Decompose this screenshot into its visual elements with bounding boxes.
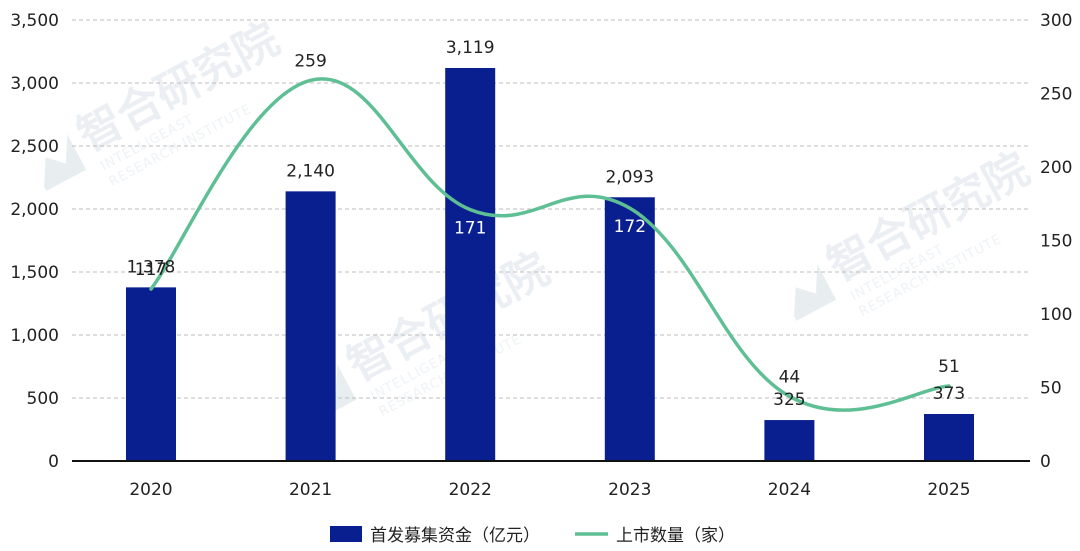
y-left-tick-label: 0 — [48, 452, 59, 472]
x-tick-label: 2024 — [768, 480, 811, 500]
y-left-tick-label: 2,500 — [10, 137, 59, 157]
y-left-tick-label: 1,500 — [10, 263, 59, 283]
bar-value-label: 1,378 — [127, 257, 176, 277]
y-right-tick-label: 200 — [1040, 158, 1072, 178]
y-right-tick-label: 0 — [1040, 452, 1051, 472]
y-right-tick-label: 300 — [1040, 11, 1072, 31]
bar — [604, 197, 655, 462]
bar-series — [126, 68, 974, 462]
line-series — [149, 77, 951, 412]
x-tick-label: 2025 — [927, 480, 970, 500]
bar-value-label: 325 — [773, 390, 805, 410]
gridlines — [72, 19, 1030, 399]
y-right-tick-label: 50 — [1040, 379, 1062, 399]
x-tick-label: 2023 — [608, 480, 651, 500]
watermark-logo-icon — [44, 134, 87, 191]
legend-bar-swatch — [330, 526, 362, 542]
y-right-tick-label: 100 — [1040, 305, 1072, 325]
y-left-tick-label: 500 — [27, 389, 59, 409]
bar — [285, 191, 336, 462]
bar — [126, 287, 176, 461]
y-left-tick-label: 2,000 — [10, 200, 59, 220]
bar-value-label: 2,140 — [286, 161, 335, 181]
bar — [764, 420, 815, 461]
bar-value-label: 373 — [933, 384, 965, 404]
bar-value-label: 3,119 — [446, 38, 495, 58]
line-path — [149, 77, 951, 412]
x-tick-label: 2022 — [449, 480, 492, 500]
x-tick-label: 2021 — [289, 480, 332, 500]
watermark-logo-icon — [794, 264, 837, 321]
line-value-label: 117 — [135, 260, 167, 280]
line-value-label: 51 — [938, 357, 960, 377]
line-value-label: 171 — [454, 219, 486, 239]
y-right-tick-label: 250 — [1040, 85, 1072, 105]
y-left-tick-label: 3,000 — [10, 74, 59, 94]
bar — [445, 68, 496, 462]
legend-line-label: 上市数量（家） — [616, 526, 735, 546]
line-value-label: 172 — [614, 217, 646, 237]
y-right-tick-label: 150 — [1040, 232, 1072, 252]
x-tick-label: 2020 — [129, 480, 172, 500]
data-labels: 1,378 2,140 3,119 2,093 325 373 117 259 171 172 44… — [127, 38, 966, 410]
legend-bar-label: 首发募集资金（亿元） — [370, 526, 540, 546]
bar-value-label: 2,093 — [605, 167, 654, 187]
y-left-tick-label: 1,000 — [10, 326, 59, 346]
bar — [924, 414, 974, 461]
legend: 首发募集资金（亿元） 上市数量（家） — [330, 526, 735, 546]
y-left-tick-label: 3,500 — [10, 11, 59, 31]
line-value-label: 44 — [779, 367, 801, 387]
line-value-label: 259 — [294, 51, 326, 71]
axes: 0 500 1,000 1,500 2,000 2,500 3,000 3,500 0 50 100… — [10, 11, 1072, 500]
